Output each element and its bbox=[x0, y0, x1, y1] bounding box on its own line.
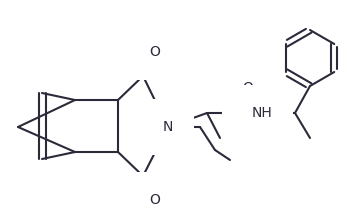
Text: O: O bbox=[149, 193, 160, 207]
Text: NH: NH bbox=[252, 106, 272, 120]
Text: O: O bbox=[149, 45, 160, 59]
Text: N: N bbox=[163, 120, 173, 134]
Text: O: O bbox=[242, 81, 253, 95]
